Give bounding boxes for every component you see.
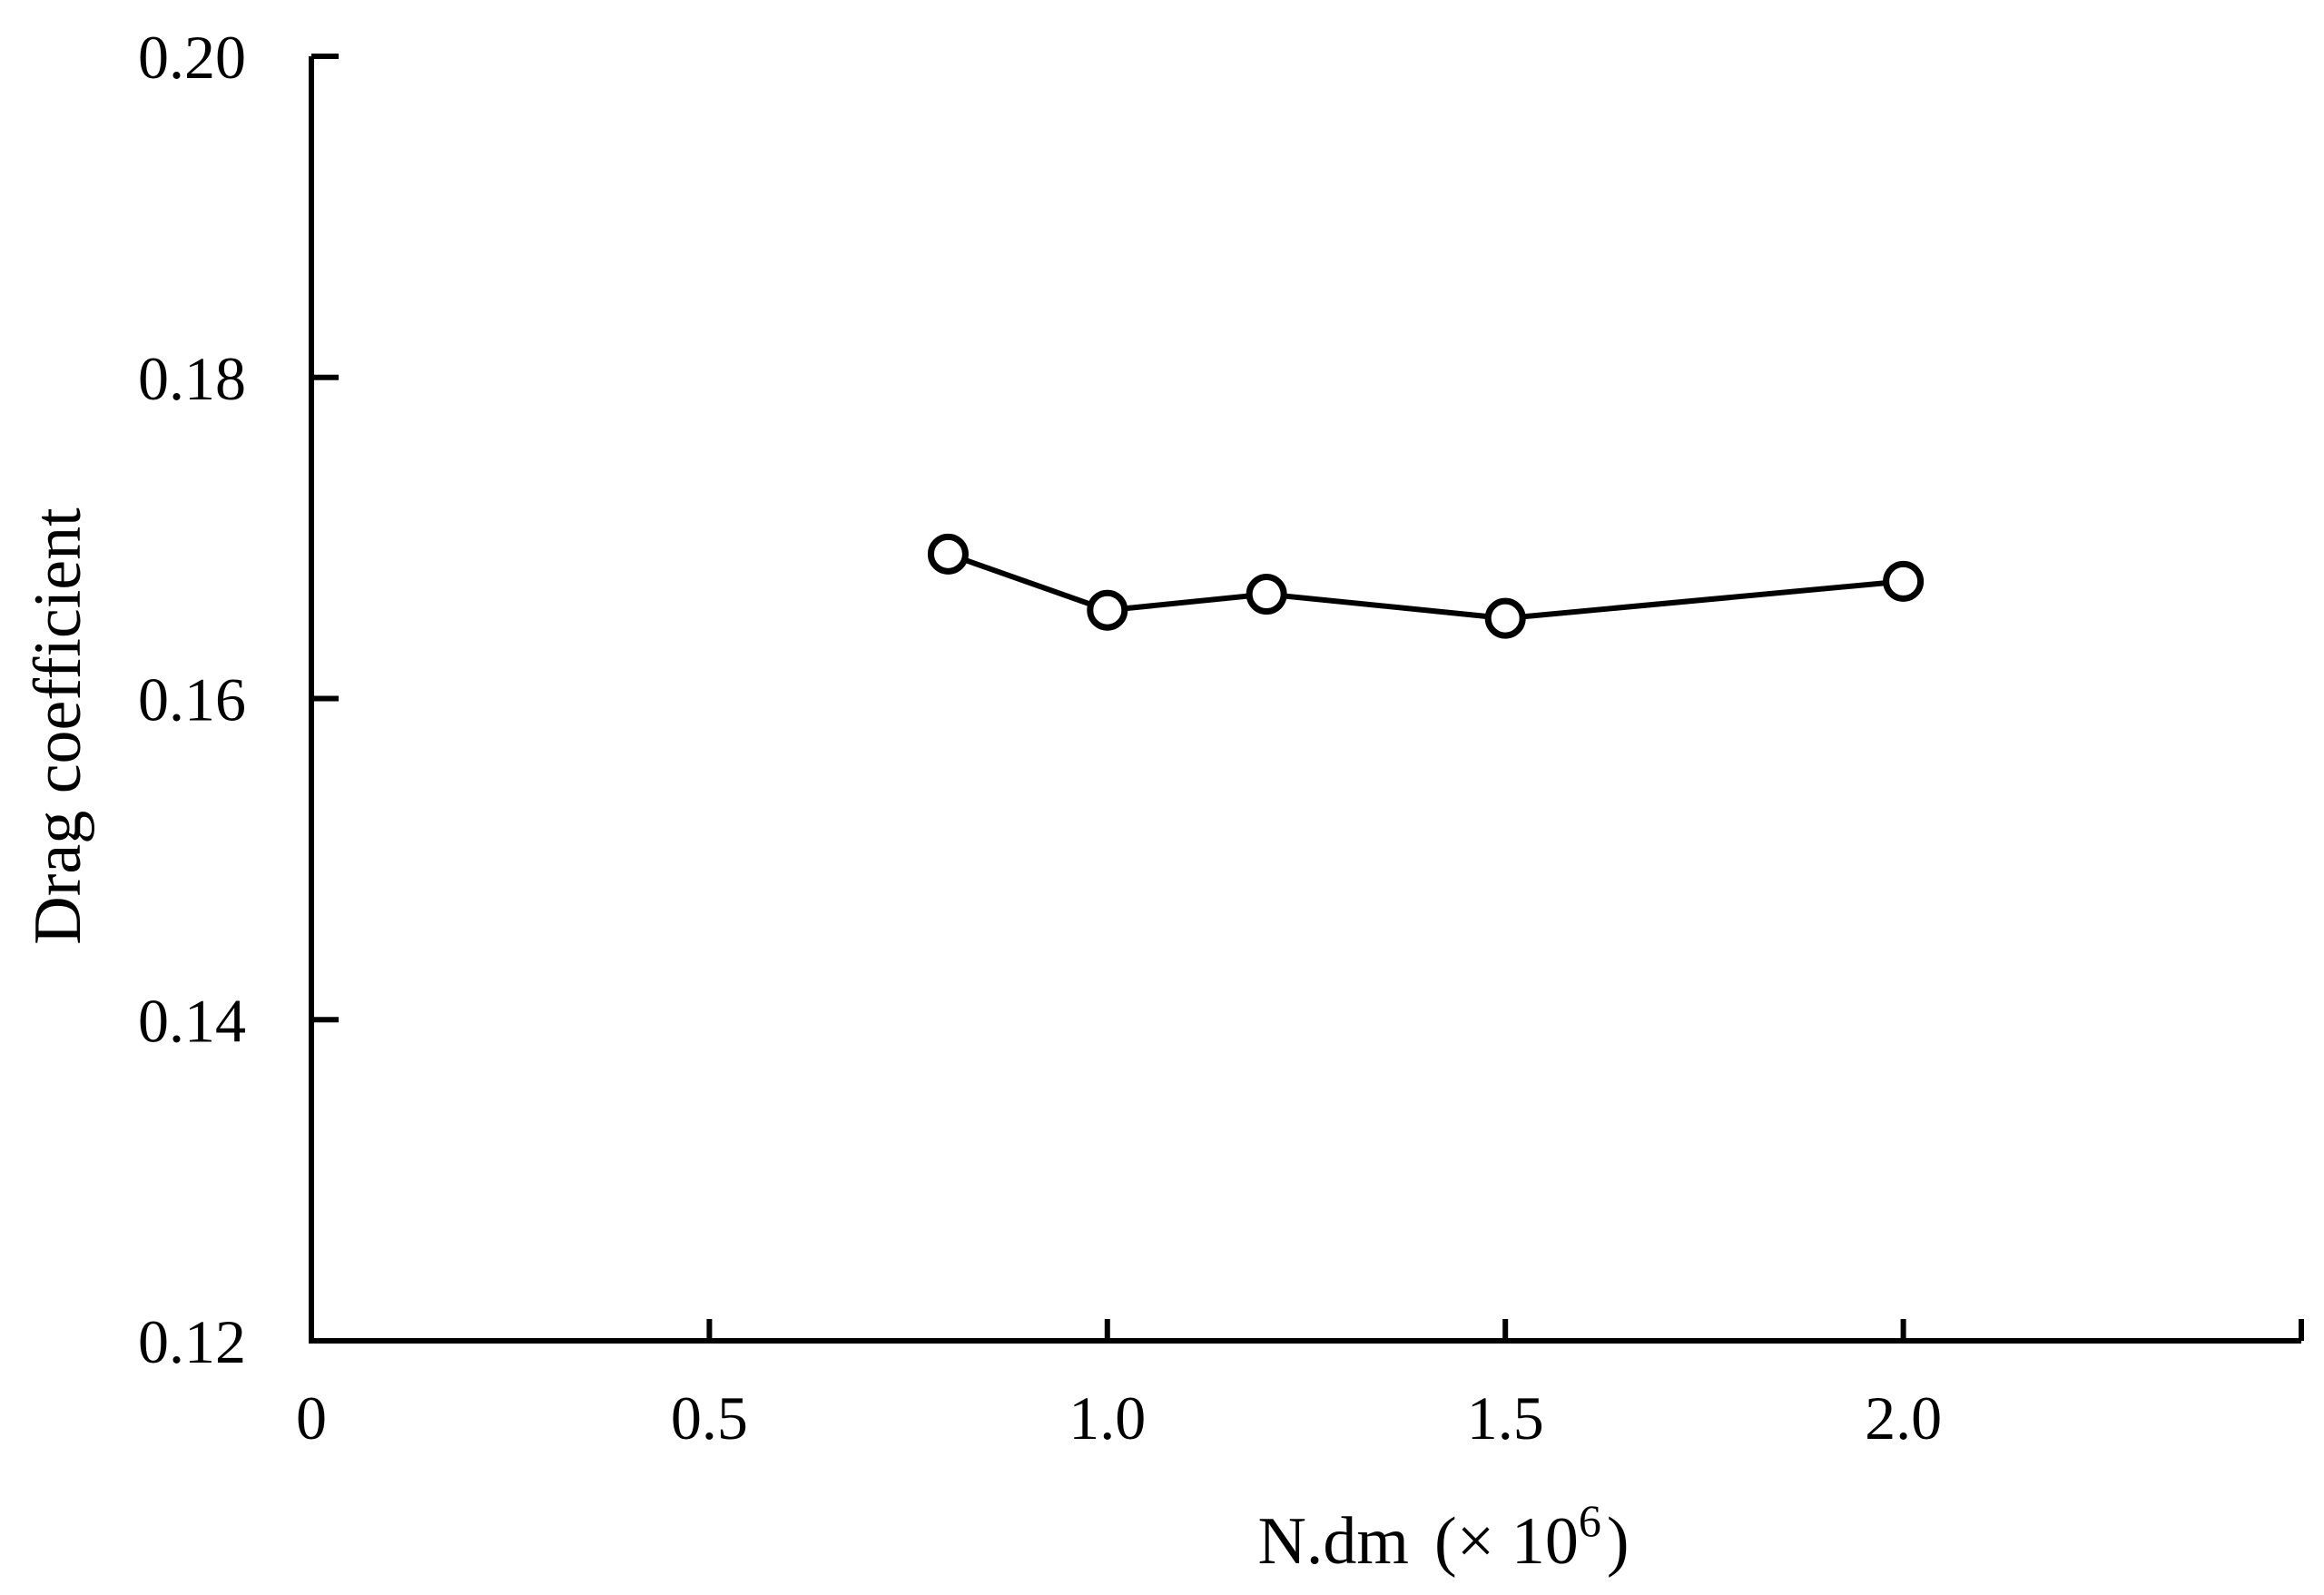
data-point-marker <box>1883 560 1925 602</box>
axes <box>309 56 2301 1344</box>
x-axis-title-suffix: (× 10 <box>1434 1504 1579 1579</box>
data-point-marker <box>927 533 969 575</box>
x-tick-label: 1.5 <box>1467 1383 1544 1452</box>
x-tick-label: 0.5 <box>671 1383 748 1452</box>
y-tick-label: 0.16 <box>138 665 246 734</box>
y-tick-label: 0.20 <box>138 23 246 92</box>
x-tick-label: 2.0 <box>1865 1383 1942 1452</box>
y-tick-label: 0.14 <box>138 986 246 1055</box>
plot-area <box>927 533 1925 639</box>
data-point-marker <box>1087 589 1128 631</box>
x-axis-title-main: N.dm <box>1257 1504 1409 1579</box>
data-point-marker <box>1246 574 1287 615</box>
x-axis-title-close: ) <box>1607 1504 1630 1579</box>
x-tick-label: 0 <box>296 1383 327 1452</box>
x-axis-title-exponent: 6 <box>1579 1495 1601 1546</box>
y-axis-title: Drag coefficient <box>21 507 95 945</box>
y-tick-label: 0.18 <box>138 344 246 413</box>
y-tick-label: 0.12 <box>138 1307 246 1376</box>
data-point-marker <box>1484 597 1526 639</box>
y-ticks: 0.12 0.14 0.16 0.18 0.20 <box>138 23 339 1376</box>
x-axis-title: N.dm (× 106) <box>1257 1495 1629 1579</box>
x-tick-label: 1.0 <box>1068 1383 1146 1452</box>
x-ticks: 0 0.5 1.0 1.5 2.0 <box>296 1319 2304 1452</box>
